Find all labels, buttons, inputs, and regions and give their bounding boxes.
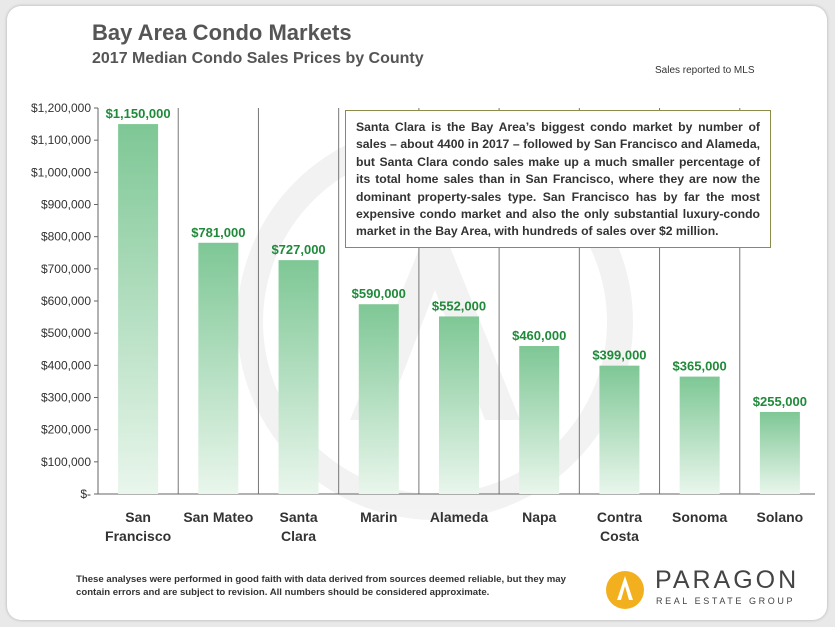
bar-value-label: $399,000 (592, 348, 646, 363)
category-label: Francisco (105, 528, 171, 544)
category-label: San Mateo (183, 509, 253, 525)
bar (519, 346, 560, 494)
category-label: Solano (757, 509, 804, 525)
category-label: Napa (522, 509, 556, 525)
y-tick-label: $600,000 (41, 294, 91, 308)
y-tick-label: $500,000 (41, 326, 91, 340)
source-note: Sales reported to MLS (655, 65, 755, 76)
bar (278, 260, 319, 494)
y-tick-label: $200,000 (41, 423, 91, 437)
bar (358, 304, 399, 494)
bar-value-label: $1,150,000 (106, 106, 171, 121)
chart-subtitle: 2017 Median Condo Sales Prices by County (92, 50, 424, 67)
y-tick-label: $700,000 (41, 262, 91, 276)
category-label: Costa (600, 528, 639, 544)
y-tick-label: $1,100,000 (31, 133, 91, 147)
logo-tagline: REAL ESTATE GROUP (656, 596, 796, 606)
y-tick-label: $1,000,000 (31, 165, 91, 179)
category-label: Santa (279, 509, 317, 525)
y-tick-label: $300,000 (41, 391, 91, 405)
y-tick-label: $100,000 (41, 455, 91, 469)
category-label: Clara (281, 528, 316, 544)
chart-title: Bay Area Condo Markets (92, 20, 352, 45)
bar-value-label: $781,000 (191, 225, 245, 240)
y-tick-label: $800,000 (41, 230, 91, 244)
bar (118, 124, 159, 494)
bar (599, 365, 640, 494)
category-label: Contra (597, 509, 642, 525)
bar-value-label: $460,000 (512, 328, 566, 343)
category-label: Alameda (430, 509, 489, 525)
bar (759, 411, 800, 494)
bar (679, 376, 720, 494)
bar (439, 316, 479, 494)
y-tick-label: $- (80, 487, 91, 501)
category-label: Marin (360, 509, 397, 525)
y-tick-label: $400,000 (41, 358, 91, 372)
category-label: Sonoma (672, 509, 727, 525)
y-tick-label: $900,000 (41, 198, 91, 212)
bar-value-label: $590,000 (352, 286, 406, 301)
bar-value-label: $727,000 (271, 242, 325, 257)
annotation-box: Santa Clara is the Bay Area’s biggest co… (345, 110, 771, 248)
bar-value-label: $552,000 (432, 298, 486, 313)
bar (198, 242, 239, 494)
y-tick-label: $1,200,000 (31, 101, 91, 115)
bar-value-label: $365,000 (673, 359, 727, 374)
logo-wordmark: PARAGON (655, 566, 800, 594)
footer-disclaimer: These analyses were performed in good fa… (76, 574, 566, 598)
bar-value-label: $255,000 (753, 394, 807, 409)
paragon-logo-icon (603, 568, 647, 617)
category-label: San (125, 509, 151, 525)
